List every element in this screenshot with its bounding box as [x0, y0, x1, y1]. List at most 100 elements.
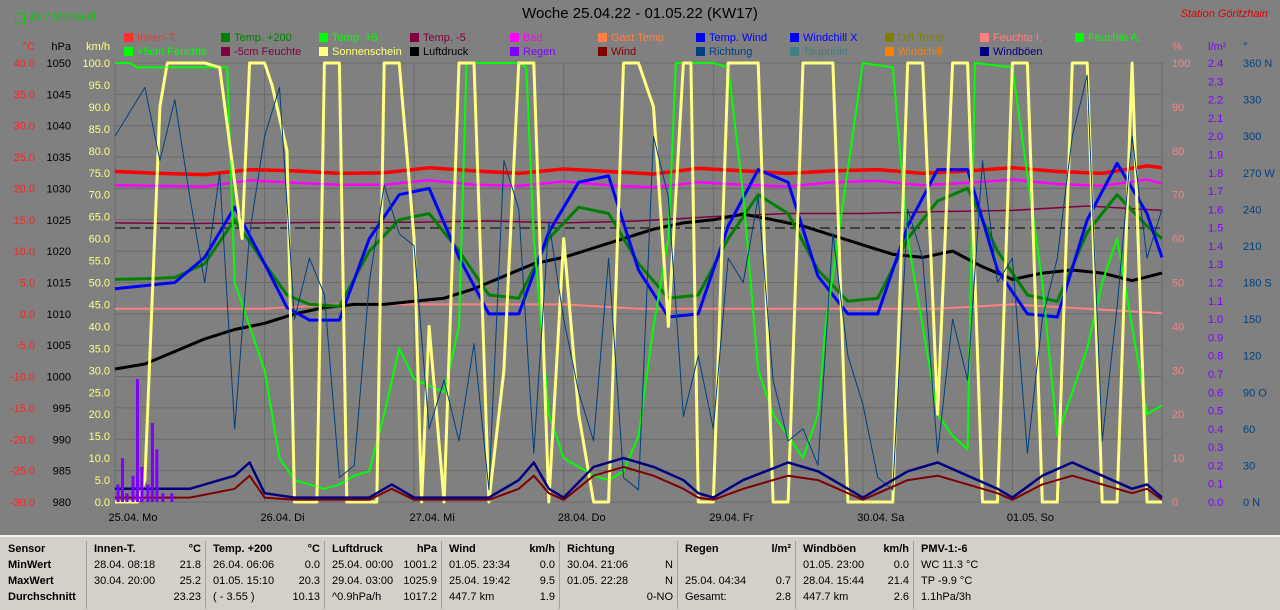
legend-swatch — [885, 47, 894, 56]
legend-label: Windchill X — [803, 32, 858, 44]
stats-cell-time: 28.04. 08:18 — [94, 559, 156, 571]
legend-item[interactable]: Innen-T. — [124, 32, 177, 45]
legend-item[interactable]: Temp. -5 — [410, 32, 466, 45]
axis-pressure-tick: 1025 — [47, 215, 71, 227]
legend-item[interactable]: Feuchte I. — [980, 32, 1042, 45]
legend-swatch — [510, 33, 519, 42]
legend-item[interactable]: Windchill — [885, 46, 942, 59]
series-innen-t — [114, 164, 1163, 177]
stats-cell-row: 447.7 km 1.9 — [442, 589, 555, 605]
legend-item[interactable]: Diff Temp. — [885, 32, 947, 45]
stats-column: Windböen km/h 01.05. 23:00 0.0 28.04. 15:44 2… — [795, 541, 913, 609]
axis-humidity-tick: 50 — [1172, 278, 1184, 290]
legend-item[interactable]: Temp. +5 — [319, 32, 378, 45]
axis-temp-tick: 35.0 — [14, 89, 35, 101]
axis-rain-tick: 0.9 — [1208, 332, 1223, 344]
axis-pressure-tick: 995 — [53, 403, 71, 415]
stats-cell-value: 21.4 — [887, 575, 909, 587]
legend-item[interactable]: Richtung — [696, 46, 752, 59]
legend-item[interactable]: Windböen — [980, 46, 1043, 59]
legend-label: Regen — [523, 46, 556, 58]
stats-cell-value: 0-NO — [646, 591, 673, 603]
axis-rain-tick: 0.0 — [1208, 497, 1223, 509]
legend-item[interactable]: +5cm Feuchte — [124, 46, 207, 59]
axis-wind-tick: 80.0 — [89, 146, 110, 158]
stats-row-label: MaxWert — [8, 575, 54, 587]
stats-column-header: Wind km/h — [442, 541, 555, 557]
axis-direction-tick: 180 S — [1243, 278, 1272, 290]
axis-rain-tick: 2.2 — [1208, 95, 1223, 107]
axis-direction-tick: 360 N — [1243, 58, 1272, 70]
day-label: 29.04. Fr — [709, 512, 753, 524]
stats-cell-row: 30.04. 21:06 N — [560, 557, 673, 573]
stats-cell-row: ( - 3.55 ) 10.13 — [206, 589, 320, 605]
legend-item[interactable]: Regen — [510, 46, 555, 59]
axis-wind-tick: 15.0 — [89, 431, 110, 443]
legend-swatch — [510, 47, 519, 56]
series-temp-wind — [114, 161, 1164, 322]
axis-wind: km/h 100.0 95.0 90.0 85.0 80.0 75.0 70.0 65.0 60.… — [82, 41, 110, 509]
stats-cell-row: TP -9.9 °C — [914, 573, 1028, 589]
legend-item[interactable]: Bad — [510, 32, 543, 45]
stats-cell-row: ^0.9hPa/h 1017.2 — [325, 589, 437, 605]
series-bad — [114, 178, 1163, 189]
legend-item[interactable]: Gast Temp — [598, 32, 664, 45]
stats-column: Regen l/m² 25.04. 04:34 0.7 Gesamt: 2.8 — [677, 541, 795, 609]
axis-humidity-tick: 10 — [1172, 453, 1184, 465]
stats-row-labels: Sensor MinWert MaxWert Durchschnitt — [0, 541, 86, 609]
stats-cell-row: 01.05. 23:34 0.0 — [442, 557, 555, 573]
legend-label: Temp. +200 — [234, 32, 292, 44]
legend-item[interactable]: Sonnenschein — [319, 46, 402, 59]
series-temp-200 — [114, 186, 1163, 308]
axis-wind-tick: 100.0 — [82, 58, 110, 70]
monat-avg-label: 13.7 Monat-Ø — [29, 11, 97, 23]
legend-item[interactable]: Windchill X — [790, 32, 857, 45]
stats-cell-value: 0.0 — [539, 559, 555, 571]
legend-item[interactable]: Feuchte A. — [1075, 32, 1141, 45]
axis-pressure-tick: 1005 — [47, 340, 71, 352]
legend-item[interactable]: -5cm Feuchte — [221, 46, 301, 59]
legend-label: Windböen — [993, 46, 1043, 58]
axis-temp-tick: -10.0 — [10, 372, 35, 384]
stats-column-header: Regen l/m² — [678, 541, 791, 557]
axis-direction-tick: 90 O — [1243, 387, 1267, 399]
chart-title: Woche 25.04.22 - 01.05.22 (KW17) — [522, 5, 758, 22]
stats-cell-row: 25.04. 00:00 1001.2 — [325, 557, 437, 573]
axis-wind-tick: 65.0 — [89, 212, 110, 224]
axis-humidity-tick: 80 — [1172, 146, 1184, 158]
legend-item[interactable]: Luftdruck — [410, 46, 468, 59]
axis-wind-tick: 20.0 — [89, 409, 110, 421]
axis-rain-tick: 2.4 — [1208, 58, 1223, 70]
axis-rain-tick: 0.3 — [1208, 442, 1223, 454]
legend-label: Luftdruck — [423, 46, 469, 58]
legend-item[interactable]: Wind — [598, 46, 636, 59]
legend-item[interactable]: Taupunkt — [790, 46, 848, 59]
stats-cell-row: 26.04. 06:06 0.0 — [206, 557, 320, 573]
axis-wind-tick: 90.0 — [89, 102, 110, 114]
axis-rain-tick: 2.1 — [1208, 113, 1223, 125]
stats-column: PMV-1:-6 WC 11.3 °C TP -9.9 °C 1.1hPa/3h — [913, 541, 1032, 609]
axis-direction-tick: 240 — [1243, 204, 1261, 216]
stats-column-unit: hPa — [416, 543, 437, 555]
axis-rain-tick: 1.3 — [1208, 259, 1223, 271]
stats-cell-time: 29.04. 03:00 — [332, 575, 394, 587]
stats-column-unit: km/h — [883, 543, 909, 555]
axis-direction-tick: 150 — [1243, 314, 1261, 326]
stats-cell-row: 28.04. 15:44 21.4 — [796, 573, 909, 589]
legend-item[interactable]: Temp. +200 — [221, 32, 292, 45]
legend-label: Taupunkt — [803, 46, 848, 58]
axis-wind-tick: 45.0 — [89, 299, 110, 311]
axis-rain-tick: 1.5 — [1208, 223, 1223, 235]
stats-cell-value: 0.0 — [893, 559, 909, 571]
stats-column-name: PMV-1:-6 — [921, 543, 968, 555]
x-axis-days: 25.04. Mo 26.04. Di 27.04. Mi 28.04. Do 29.0… — [109, 512, 1054, 524]
legend-swatch — [124, 47, 133, 56]
stats-column-name: Temp. +200 — [213, 543, 273, 555]
legend-item[interactable]: Temp. Wind — [696, 32, 767, 45]
axis-wind-tick: 60.0 — [89, 234, 110, 246]
stats-cell-row: 0-NO — [560, 589, 673, 605]
axis-temp-tick: 5.0 — [20, 278, 35, 290]
legend-swatch — [410, 47, 419, 56]
stats-column-header: Richtung — [560, 541, 673, 557]
legend-swatch — [696, 47, 705, 56]
